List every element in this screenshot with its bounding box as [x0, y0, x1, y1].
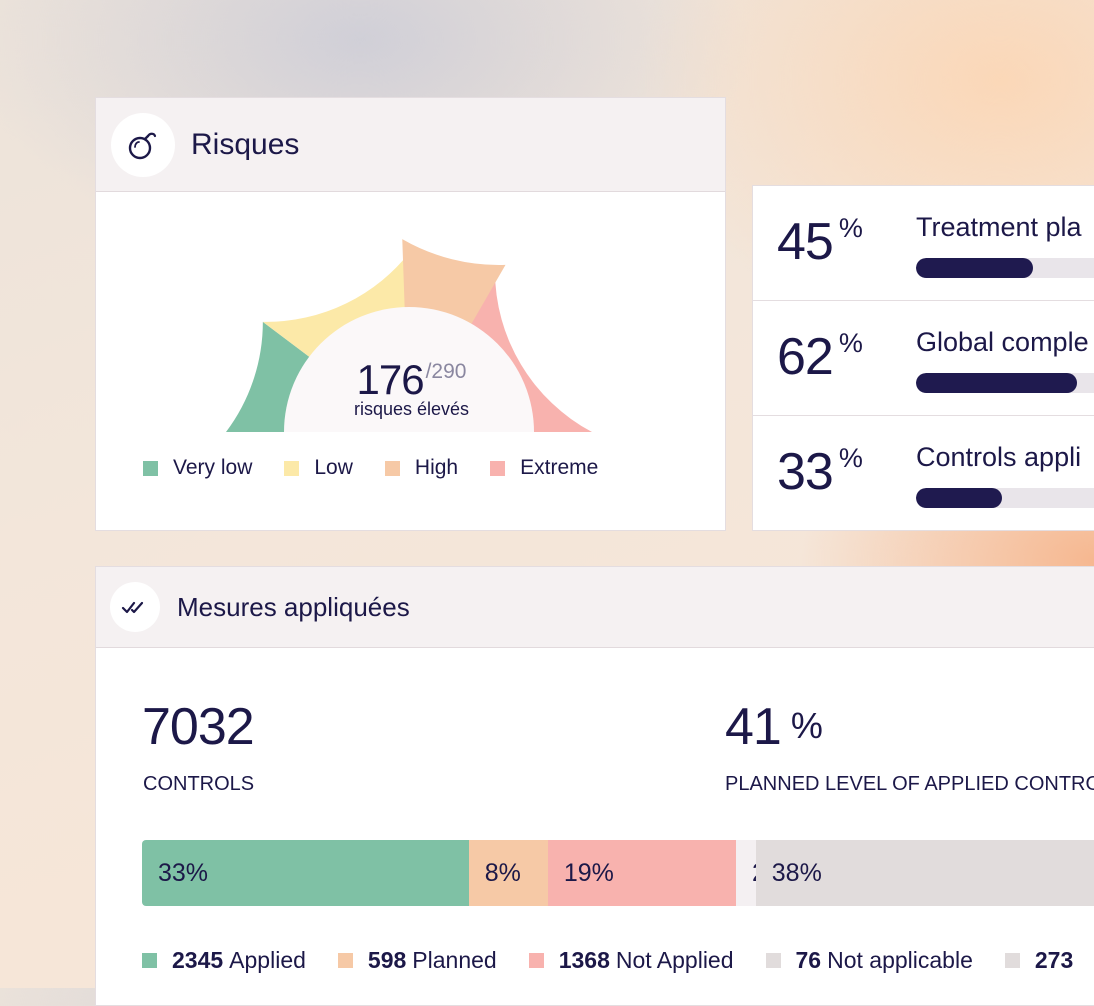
- kpi-value: 62%: [777, 328, 863, 386]
- legend-label: Not applicable: [827, 947, 973, 973]
- controls-legend-item: 1368 Not Applied: [528, 947, 734, 974]
- double-check-icon: [110, 582, 160, 632]
- gauge-inner-disc: [284, 307, 534, 432]
- legend-swatch: [765, 953, 781, 968]
- bar-segment-label: 19%: [563, 858, 614, 887]
- legend-swatch: [384, 460, 400, 476]
- legend-label: Extreme: [520, 456, 599, 479]
- controls-stacked-bar: 33% 8% 19% 2%38%: [142, 840, 1094, 906]
- controls-legend-item: 2345 Applied: [142, 947, 306, 974]
- gauge-value-number: 176: [356, 356, 425, 403]
- kpi-label: Controls appli: [916, 442, 1082, 472]
- measures-card-header: Mesures appliquées: [96, 567, 1094, 648]
- bar-segment-label: 8%: [484, 858, 521, 887]
- gauge-segment-high: [402, 239, 506, 324]
- legend-count: 76: [795, 947, 822, 973]
- legend-label: Applied: [229, 947, 306, 973]
- planned-level-caption: PLANNED LEVEL OF APPLIED CONTRO: [725, 773, 1094, 795]
- bar-segment-1: 8%: [468, 840, 548, 906]
- measures-card: Mesures appliquées 7032 CONTROLS 41% PLA…: [95, 566, 1094, 1006]
- kpi-row-controls-applied[interactable]: 33% Controls appli: [753, 416, 1094, 530]
- legend-item-extreme: Extreme: [490, 456, 598, 480]
- legend-swatch: [490, 460, 506, 476]
- legend-item-high: High: [384, 456, 459, 480]
- kpi-progress-fill: [916, 373, 1078, 393]
- kpi-progress-fill: [916, 258, 1033, 278]
- controls-legend: 2345 Applied 598 Planned 1368 Not Applied 76 No…: [142, 947, 1094, 974]
- kpi-progress-bar: [916, 258, 1094, 278]
- bar-segment-label: 38%: [771, 858, 822, 887]
- gauge-caption: risques élevés: [353, 399, 470, 419]
- risk-card-header: Risques: [96, 98, 725, 192]
- legend-swatch: [1004, 953, 1020, 968]
- bar-segment-label: 33%: [158, 858, 209, 887]
- legend-count: 273: [1034, 947, 1074, 973]
- controls-legend-item: 76 Not applicable: [765, 947, 973, 974]
- legend-swatch: [284, 460, 300, 476]
- kpi-label: Global comple: [916, 327, 1089, 357]
- risk-card: Risques 176/290 risques élevés Very low …: [95, 97, 726, 531]
- measures-card-title: Mesures appliquées: [177, 591, 410, 622]
- bar-segment-3: 2%: [735, 840, 788, 906]
- legend-label: Planned: [412, 947, 497, 973]
- kpi-card: 45% Treatment pla 62% Global comple 33% …: [752, 185, 1094, 531]
- gauge-value-total: /290: [425, 360, 467, 383]
- legend-count: 1368: [558, 947, 610, 973]
- controls-legend-item: 598 Planned: [337, 947, 497, 974]
- kpi-row-treatment[interactable]: 45% Treatment pla: [753, 186, 1094, 301]
- bar-segment-4: 38%: [755, 840, 1094, 906]
- kpi-value: 33%: [777, 443, 863, 501]
- kpi-label: Treatment pla: [916, 212, 1082, 242]
- kpi-progress-bar: [916, 488, 1094, 508]
- kpi-progress-bar: [916, 373, 1094, 393]
- risk-legend: Very low Low High Extreme: [143, 456, 630, 480]
- controls-caption: CONTROLS: [143, 773, 255, 795]
- legend-item-low: Low: [284, 456, 353, 480]
- kpi-progress-fill: [916, 488, 1002, 508]
- controls-legend-item: 273: [1004, 947, 1079, 974]
- kpi-row-global-compliance[interactable]: 62% Global comple: [753, 301, 1094, 416]
- bomb-icon: [111, 112, 175, 177]
- legend-label: Low: [314, 456, 353, 479]
- legend-swatch: [528, 953, 544, 968]
- bar-segment-2: 19%: [547, 840, 736, 906]
- planned-level-value: 41%: [725, 698, 823, 756]
- legend-swatch: [142, 953, 157, 968]
- bar-segment-0: 33%: [142, 840, 469, 906]
- risk-card-title: Risques: [191, 127, 300, 161]
- legend-label: Very low: [173, 456, 253, 479]
- kpi-value: 45%: [777, 213, 863, 271]
- legend-label: Not Applied: [615, 947, 734, 973]
- legend-swatch: [337, 953, 353, 968]
- legend-swatch: [143, 460, 158, 476]
- legend-label: High: [414, 456, 459, 479]
- risk-gauge: [226, 239, 592, 432]
- gauge-value: 176/290: [96, 356, 725, 404]
- controls-count: 7032: [142, 698, 255, 756]
- legend-count: 598: [367, 947, 407, 973]
- legend-item-very-low: Very low: [143, 456, 252, 480]
- legend-count: 2345: [172, 947, 224, 973]
